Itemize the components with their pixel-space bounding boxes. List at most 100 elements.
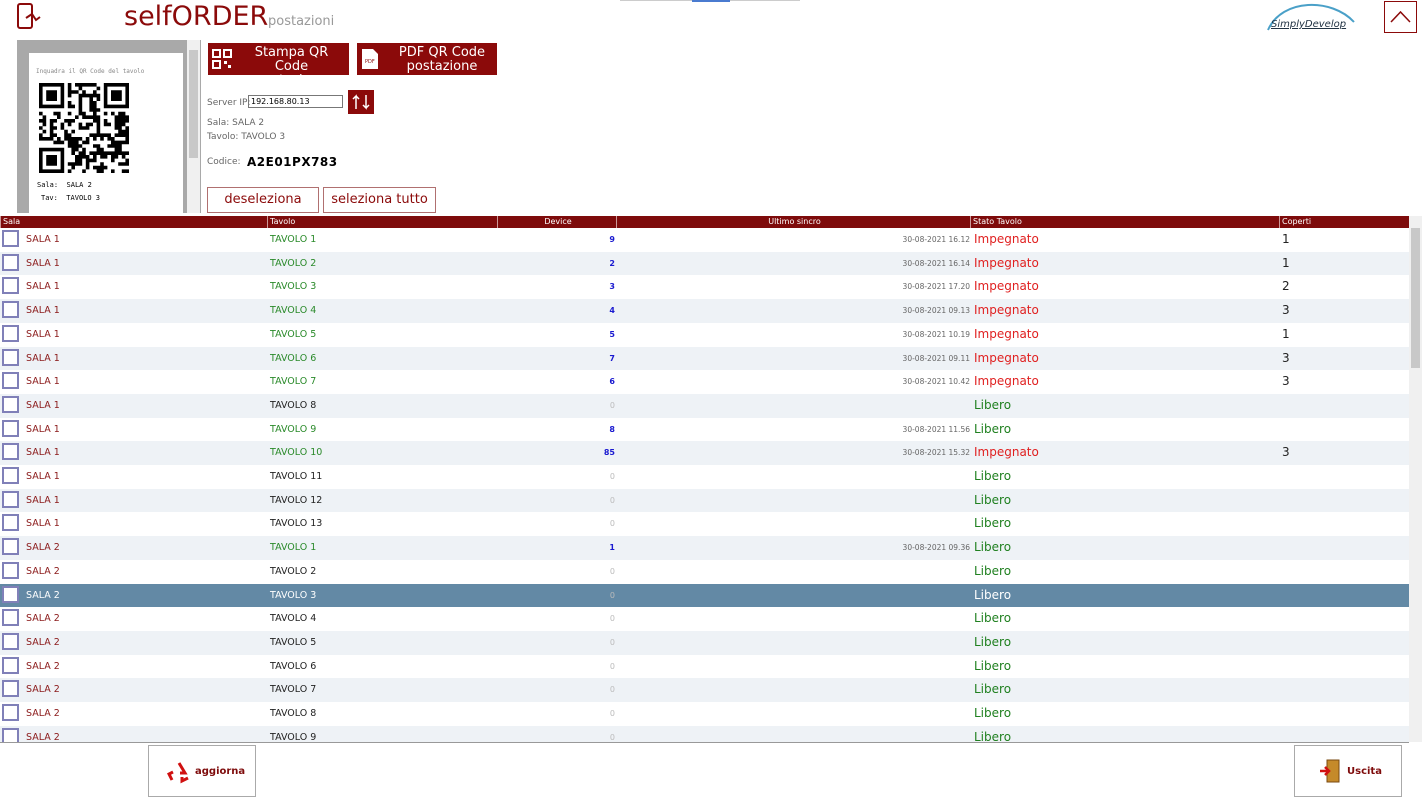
column-header[interactable]: Sala	[0, 216, 267, 228]
tavolo-cell: TAVOLO 5	[270, 328, 317, 340]
sala-cell: SALA 1	[26, 257, 60, 269]
device-cell: 0	[609, 614, 615, 624]
tavolo-cell: TAVOLO 11	[270, 471, 323, 482]
table-row[interactable]: SALA 1 TAVOLO 12 0 Libero	[0, 488, 1409, 513]
table-row[interactable]: SALA 2 TAVOLO 3 0 Libero	[0, 583, 1409, 608]
row-checkbox[interactable]	[2, 727, 19, 742]
row-checkbox[interactable]	[2, 467, 19, 484]
sync-button[interactable]	[348, 90, 374, 114]
table-row[interactable]: SALA 1 TAVOLO 4 4 30-08-2021 09.13 Impegnato…	[0, 299, 1409, 323]
row-checkbox[interactable]	[2, 490, 19, 508]
collapse-button[interactable]	[1384, 1, 1417, 33]
row-checkbox[interactable]	[2, 514, 19, 532]
sincro-cell: 30-08-2021 17.20	[902, 282, 970, 292]
device-cell: 0	[609, 566, 615, 576]
row-checkbox[interactable]	[2, 230, 19, 247]
row-checkbox[interactable]	[2, 372, 19, 390]
sala-cell: SALA 2	[26, 636, 60, 648]
column-header[interactable]: Tavolo	[267, 216, 497, 228]
row-checkbox[interactable]	[2, 419, 19, 437]
table-row[interactable]: SALA 2 TAVOLO 2 0 Libero	[0, 559, 1409, 584]
pdf-qr-button[interactable]: PDF QR Code postazione PDF	[357, 43, 497, 75]
table-row[interactable]: SALA 2 TAVOLO 8 0 Libero	[0, 702, 1409, 726]
deselect-all-button[interactable]: deseleziona tutto	[207, 187, 319, 231]
print-qr-button[interactable]: Stampa QR Code postazione	[208, 43, 349, 88]
row-checkbox[interactable]	[2, 656, 19, 674]
server-ip-input[interactable]: 192.168.80.13	[248, 95, 343, 108]
sala-cell: SALA 1	[26, 423, 60, 435]
row-checkbox[interactable]	[2, 704, 19, 721]
app-title: selfORDER	[124, 1, 269, 32]
device-cell: 0	[609, 732, 615, 742]
device-cell: 0	[609, 685, 615, 695]
row-checkbox[interactable]	[2, 277, 19, 295]
column-header[interactable]: Coperti	[1279, 216, 1409, 228]
exit-icon	[1320, 759, 1340, 783]
table-row[interactable]: SALA 1 TAVOLO 10 85 30-08-2021 15.32 Impegna…	[0, 441, 1409, 465]
label: aggiorna	[195, 766, 246, 777]
stato-cell: Libero	[974, 492, 1012, 507]
table-row[interactable]: SALA 2 TAVOLO 4 0 Libero	[0, 607, 1409, 631]
coperti-cell: 3	[1282, 445, 1290, 460]
column-header[interactable]: Ultimo sincro	[616, 216, 970, 228]
table-row[interactable]: SALA 2 TAVOLO 5 0 Libero	[0, 630, 1409, 655]
coperti-cell: 3	[1282, 303, 1290, 318]
row-checkbox[interactable]	[2, 324, 19, 342]
column-header[interactable]: Device	[497, 216, 616, 228]
table-row[interactable]: SALA 1 TAVOLO 2 2 30-08-2021 16.14 Impegnato…	[0, 251, 1409, 276]
table-row[interactable]: SALA 1 TAVOLO 9 8 30-08-2021 11.56 Libero	[0, 417, 1409, 442]
tavolo-cell: TAVOLO 2	[270, 565, 317, 577]
table-row[interactable]: SALA 1 TAVOLO 13 0 Libero	[0, 512, 1409, 537]
row-checkbox[interactable]	[2, 538, 19, 556]
table-row[interactable]: SALA 1 TAVOLO 5 5 30-08-2021 10.19 Impegnato…	[0, 322, 1409, 347]
row-checkbox[interactable]	[2, 585, 19, 603]
table-row[interactable]: SALA 2 TAVOLO 9 0 Libero	[0, 725, 1409, 743]
codice-label: Codice:	[207, 157, 241, 167]
column-header[interactable]: Stato Tavolo	[970, 216, 1279, 228]
table-row[interactable]: SALA 2 TAVOLO 1 1 30-08-2021 09.36 Libero	[0, 536, 1409, 560]
sala-cell: SALA 1	[26, 352, 60, 364]
tavolo-cell: TAVOLO 7	[270, 684, 317, 696]
stato-cell: Impegnato	[974, 445, 1039, 460]
table-row[interactable]: SALA 1 TAVOLO 8 0 Libero	[0, 393, 1409, 418]
coperti-cell: 1	[1282, 326, 1290, 341]
sala-cell: SALA 2	[26, 589, 60, 601]
preview-scrollbar[interactable]	[187, 40, 200, 213]
recycle-icon	[167, 762, 189, 784]
sala-cell: SALA 2	[26, 708, 60, 719]
device-cell: 3	[609, 282, 615, 292]
device-cell: 6	[609, 377, 615, 387]
stato-cell: Libero	[974, 682, 1012, 697]
exit-button[interactable]: Uscita	[1294, 745, 1402, 797]
sala-cell: SALA 1	[26, 376, 60, 388]
sala-cell: SALA 1	[26, 494, 60, 506]
row-checkbox[interactable]	[2, 348, 19, 366]
table-row[interactable]: SALA 1 TAVOLO 1 9 30-08-2021 16.12 Impegnato…	[0, 228, 1409, 252]
table-row[interactable]: SALA 1 TAVOLO 3 3 30-08-2021 17.20 Impegnato…	[0, 275, 1409, 300]
select-all-button[interactable]: seleziona tutto	[323, 187, 436, 213]
table-row[interactable]: SALA 1 TAVOLO 7 6 30-08-2021 10.42 Impegnato…	[0, 370, 1409, 394]
row-checkbox[interactable]	[2, 443, 19, 461]
row-checkbox[interactable]	[2, 395, 19, 413]
sala-cell: SALA 2	[26, 565, 60, 577]
row-checkbox[interactable]	[2, 253, 19, 271]
table-row[interactable]: SALA 1 TAVOLO 11 0 Libero	[0, 465, 1409, 489]
device-cell: 4	[609, 306, 615, 316]
row-checkbox[interactable]	[2, 680, 19, 698]
sincro-cell: 30-08-2021 10.19	[902, 329, 970, 339]
table-scrollbar[interactable]	[1409, 216, 1422, 742]
refresh-button[interactable]: aggiorna	[148, 745, 256, 797]
table-row[interactable]: SALA 1 TAVOLO 6 7 30-08-2021 09.11 Impegnato…	[0, 346, 1409, 371]
sala-cell: SALA 2	[26, 684, 60, 696]
table-row[interactable]: SALA 2 TAVOLO 7 0 Libero	[0, 678, 1409, 702]
row-checkbox[interactable]	[2, 632, 19, 650]
row-checkbox[interactable]	[2, 609, 19, 627]
preview-page: Inquadra il QR Code del tavolo Sala: SAL…	[29, 53, 183, 213]
row-checkbox[interactable]	[2, 301, 19, 319]
stato-cell: Libero	[974, 729, 1012, 743]
device-cell: 0	[609, 709, 615, 718]
stato-cell: Impegnato	[974, 374, 1039, 389]
row-checkbox[interactable]	[2, 561, 19, 579]
table-row[interactable]: SALA 2 TAVOLO 6 0 Libero	[0, 654, 1409, 679]
chevron-icon	[1390, 10, 1411, 23]
